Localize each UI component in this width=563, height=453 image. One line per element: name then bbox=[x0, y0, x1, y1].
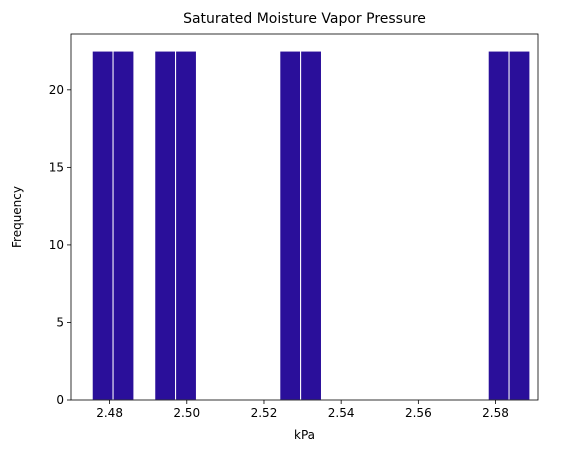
y-tick-label: 5 bbox=[56, 315, 64, 329]
x-tick-label: 2.54 bbox=[328, 406, 355, 420]
y-tick-label: 0 bbox=[56, 393, 64, 407]
x-axis: 2.48 2.50 2.52 2.54 2.56 2.58 bbox=[96, 400, 509, 420]
histogram-bar bbox=[279, 50, 302, 401]
x-tick-label: 2.48 bbox=[96, 406, 123, 420]
y-tick-label: 20 bbox=[49, 83, 64, 97]
histogram-bar bbox=[112, 50, 135, 401]
plot-frame bbox=[70, 33, 539, 401]
histogram-bar bbox=[300, 50, 322, 401]
histogram-bar bbox=[154, 50, 177, 401]
x-tick-label: 2.50 bbox=[173, 406, 200, 420]
histogram-bar bbox=[487, 50, 510, 401]
plot-area bbox=[70, 33, 539, 401]
x-tick-label: 2.56 bbox=[405, 406, 432, 420]
histogram-bars bbox=[91, 50, 531, 401]
chart-title: Saturated Moisture Vapor Pressure bbox=[183, 11, 426, 27]
x-tick-label: 2.52 bbox=[251, 406, 278, 420]
x-axis-label: kPa bbox=[294, 428, 315, 442]
histogram-bar bbox=[175, 50, 197, 401]
y-axis-label: Frequency bbox=[10, 186, 24, 248]
y-axis: 0 5 10 15 20 bbox=[49, 83, 71, 407]
x-tick-label: 2.58 bbox=[482, 406, 509, 420]
y-tick-label: 15 bbox=[49, 160, 64, 174]
y-tick-label: 10 bbox=[49, 238, 64, 252]
histogram-bar bbox=[91, 50, 114, 401]
histogram-bar bbox=[508, 50, 531, 401]
